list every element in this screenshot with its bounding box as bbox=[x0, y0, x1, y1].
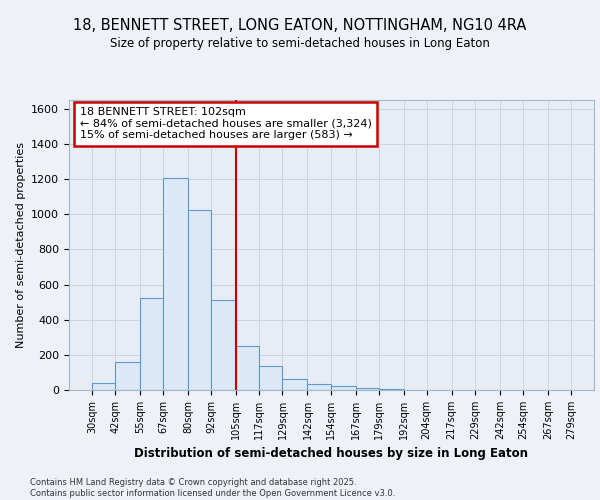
Bar bbox=[92, 383, 115, 390]
Text: Size of property relative to semi-detached houses in Long Eaton: Size of property relative to semi-detach… bbox=[110, 38, 490, 51]
Bar bbox=[211, 300, 236, 390]
Bar bbox=[283, 378, 307, 390]
Bar bbox=[115, 362, 140, 390]
Y-axis label: Number of semi-detached properties: Number of semi-detached properties bbox=[16, 142, 26, 348]
Text: 18 BENNETT STREET: 102sqm
← 84% of semi-detached houses are smaller (3,324)
15% : 18 BENNETT STREET: 102sqm ← 84% of semi-… bbox=[79, 108, 371, 140]
Text: 18, BENNETT STREET, LONG EATON, NOTTINGHAM, NG10 4RA: 18, BENNETT STREET, LONG EATON, NOTTINGH… bbox=[73, 18, 527, 32]
Bar bbox=[188, 210, 211, 390]
Bar bbox=[236, 346, 259, 390]
Bar bbox=[140, 298, 163, 390]
Bar bbox=[331, 386, 356, 390]
Bar bbox=[307, 384, 331, 390]
Bar bbox=[379, 389, 404, 390]
Bar bbox=[259, 366, 283, 390]
X-axis label: Distribution of semi-detached houses by size in Long Eaton: Distribution of semi-detached houses by … bbox=[134, 448, 529, 460]
Bar bbox=[356, 388, 379, 390]
Text: Contains HM Land Registry data © Crown copyright and database right 2025.
Contai: Contains HM Land Registry data © Crown c… bbox=[30, 478, 395, 498]
Bar bbox=[163, 178, 188, 390]
